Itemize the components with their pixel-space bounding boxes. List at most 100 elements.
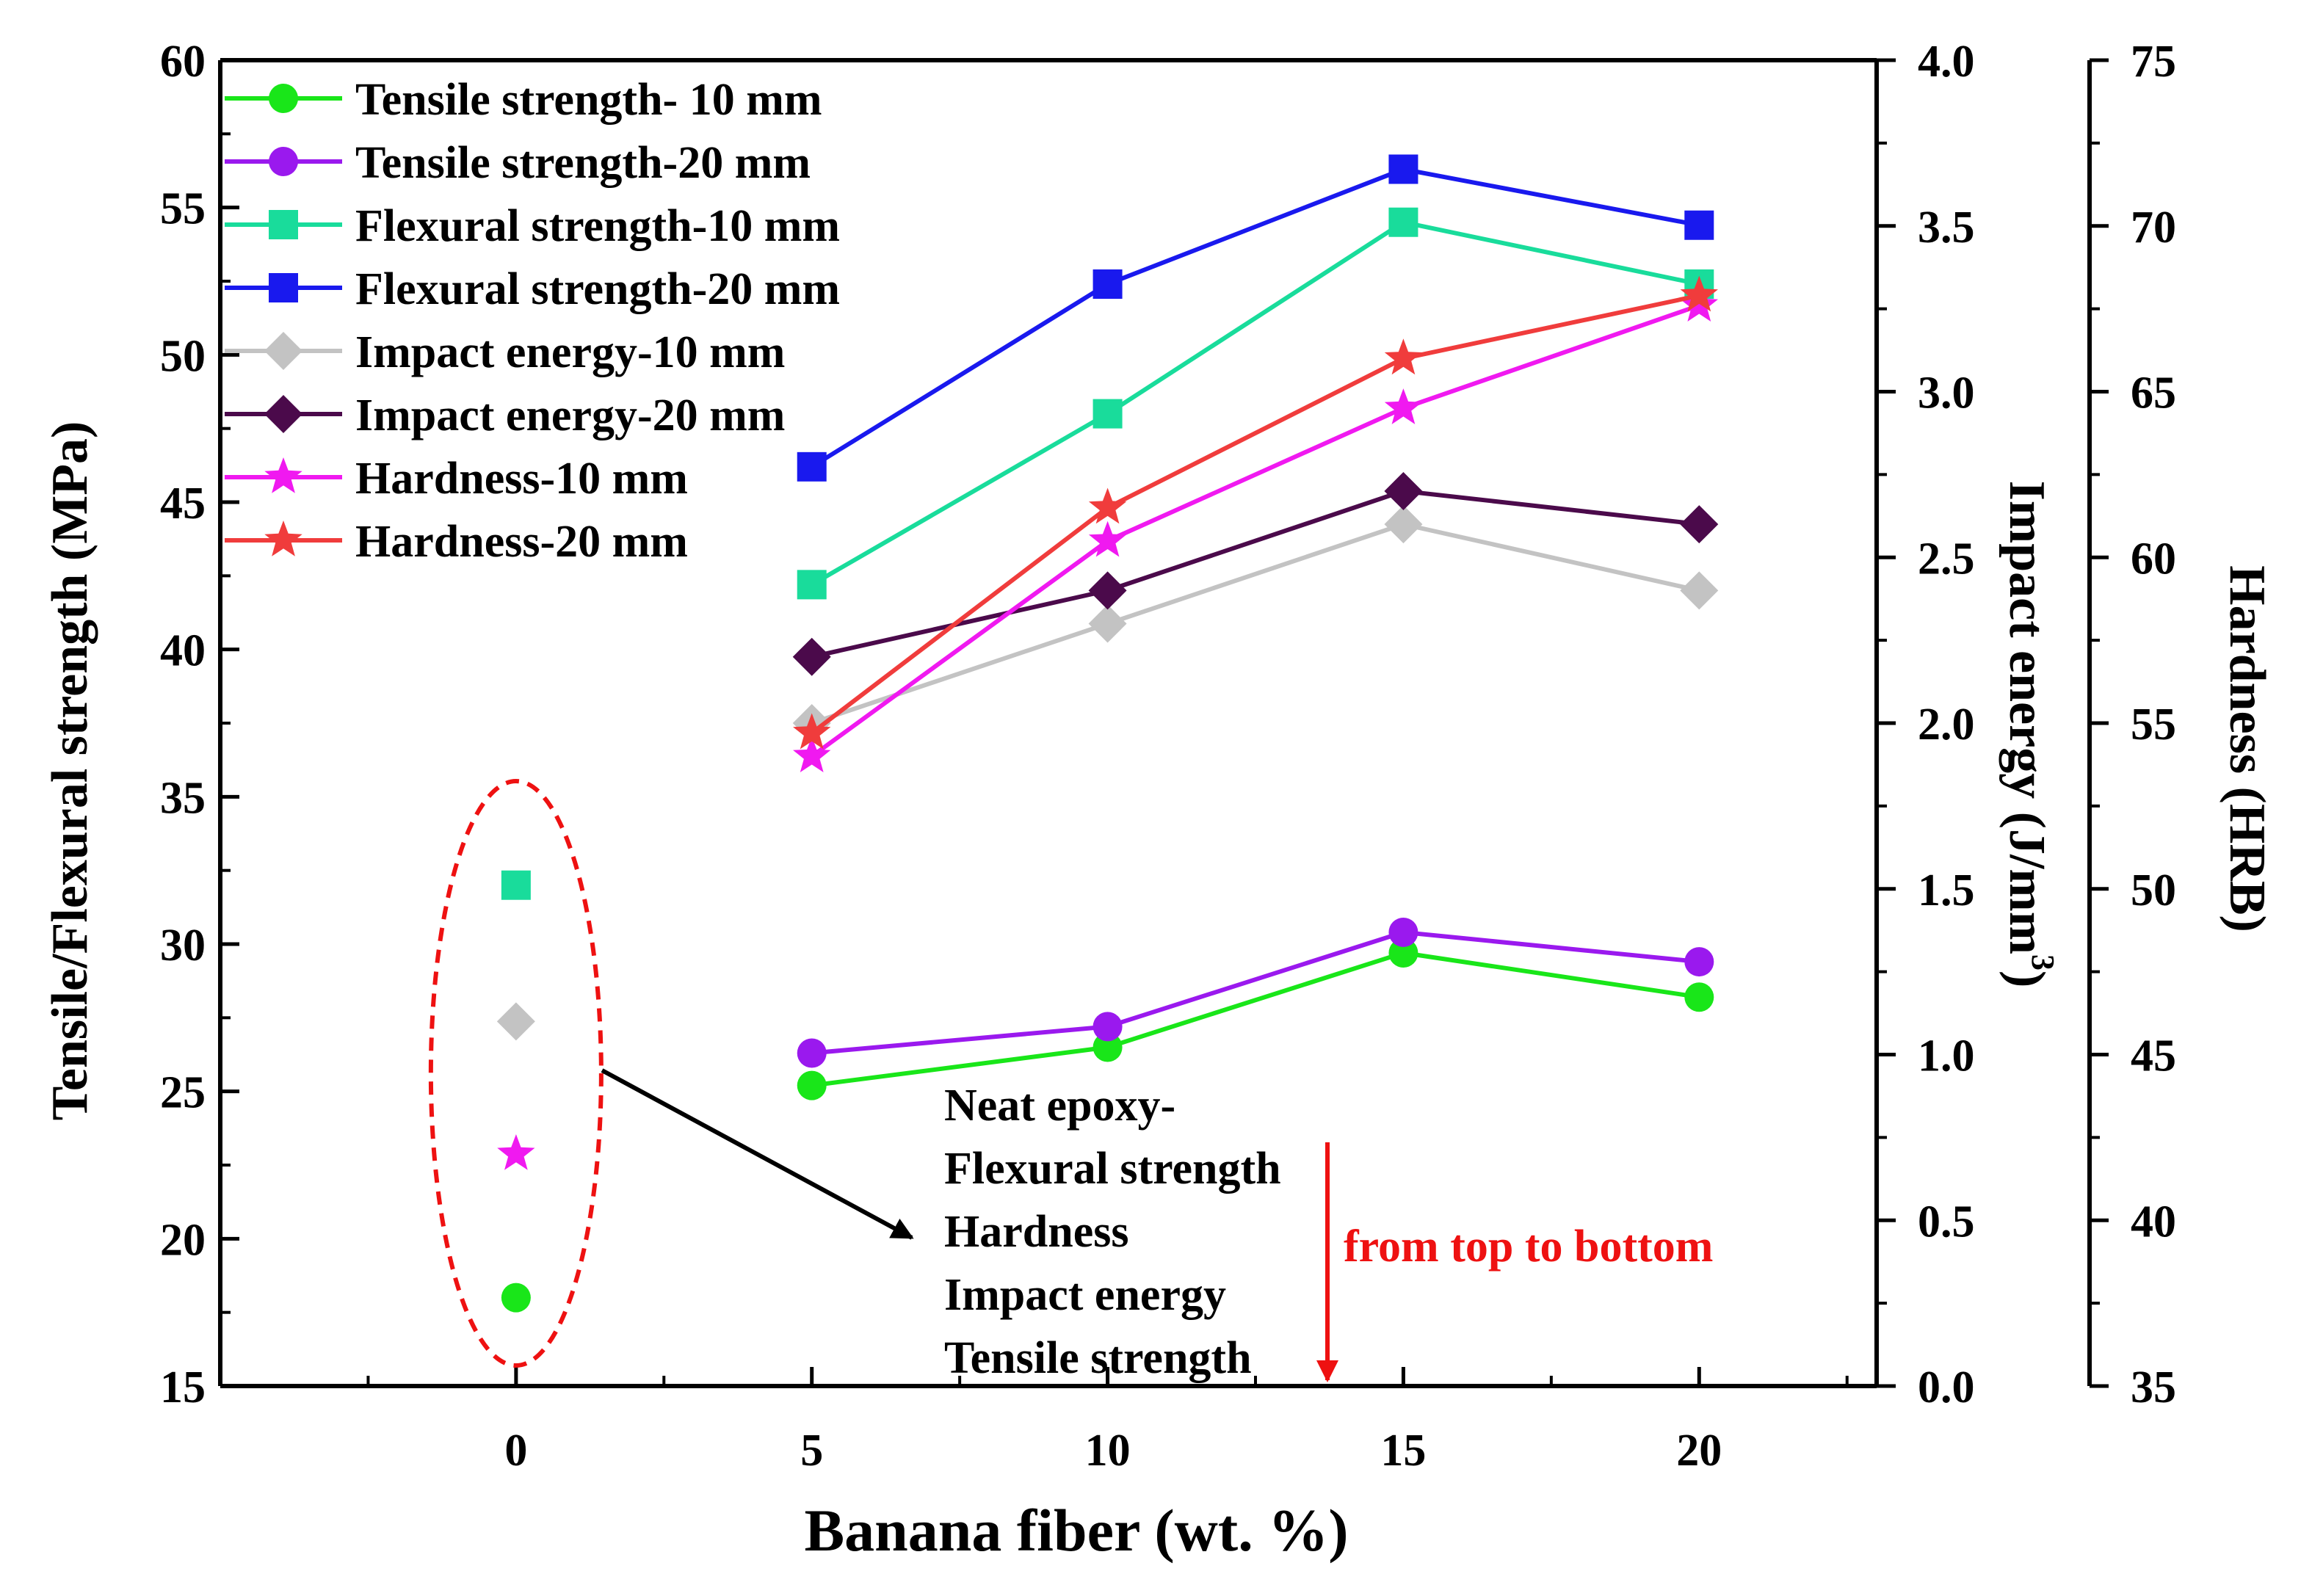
neat-epoxy-point [496,1002,535,1041]
series-0 [797,938,1714,1100]
x-tick-label: 20 [1676,1426,1722,1476]
x-tick-label: 15 [1380,1426,1426,1476]
left-tick-label: 20 [160,1215,206,1265]
data-point [797,1070,827,1100]
data-point [1388,207,1418,237]
data-point [1388,917,1418,947]
data-point [1384,388,1423,424]
legend-marker [269,84,298,113]
series-line [811,950,1700,1088]
left-tick-label: 45 [160,479,206,529]
data-point [792,637,831,676]
left-tick-label: 60 [160,37,206,87]
data-point [1384,505,1423,544]
neat-epoxy-point [501,1283,531,1313]
legend-label: Hardness-20 mm [355,517,688,567]
impact-axis-label-main: Impact energy (J/mm [1999,481,2055,954]
data-point [793,736,831,772]
data-point [1092,399,1123,429]
series-line [811,521,1700,725]
hardness-tick-label: 75 [2131,37,2176,87]
annotation-line: Neat epoxy- [944,1081,1175,1131]
annotation-line: Tensile strength [944,1333,1252,1383]
data-point [1088,487,1127,524]
left-tick-label: 55 [160,184,206,234]
data-point [1684,982,1714,1012]
impact-tick-label: 3.0 [1918,369,1975,418]
annotation-line: Hardness [944,1207,1128,1257]
data-point [797,1038,827,1068]
impact-axis-label: Impact energy (J/mm3) [1999,481,2061,988]
left-axis-label: Tensile/Flexural strength (MPa) [42,421,98,1121]
data-point [1384,338,1423,375]
neat-epoxy-point [497,1134,535,1170]
impact-tick-label: 0.0 [1918,1363,1975,1412]
annotation-line: Impact energy [944,1270,1226,1320]
series-6 [793,286,1718,772]
hardness-tick-label: 50 [2131,866,2176,915]
annotation-arrow [601,1068,914,1240]
series-line [811,488,1700,659]
x-axis-label: Banana fiber (wt. %) [804,1497,1348,1564]
data-point [1092,1032,1123,1062]
series-line [811,929,1700,1056]
data-point [1684,210,1714,240]
data-point [1088,520,1127,557]
neat-epoxy-ellipse [428,779,604,1368]
legend-marker [269,210,298,239]
data-point [1680,505,1719,544]
hardness-axis-label: Hardness (HRB) [2219,565,2275,932]
x-tick-label: 0 [504,1426,527,1476]
annotation-group: Neat epoxy- Flexural strength Hardness Impa… [601,1068,1713,1383]
legend-marker [264,520,302,556]
hardness-tick-label: 35 [2131,1363,2176,1412]
series-3 [797,154,1714,482]
data-point [1384,471,1423,510]
legend-label: Tensile strength- 10 mm [355,75,822,125]
neat-epoxy-point [501,870,531,900]
left-tick-label: 50 [160,331,206,381]
legend-marker [264,332,302,370]
left-tick-label: 30 [160,921,206,971]
legend-label: Impact energy-20 mm [355,391,785,440]
data-point [797,451,827,482]
impact-tick-label: 0.5 [1918,1197,1975,1247]
hardness-tick-label: 40 [2131,1197,2176,1247]
impact-tick-label: 1.0 [1918,1031,1975,1081]
legend-label: Flexural strength-10 mm [355,201,840,251]
series-1 [797,917,1714,1068]
series-group [792,154,1719,1100]
data-point [1092,269,1123,300]
data-point [797,570,827,600]
impact-tick-label: 2.5 [1918,534,1975,584]
data-point [1092,1012,1123,1042]
data-point [1680,275,1718,312]
series-line [810,303,1700,758]
legend-marker [264,395,302,433]
legend-marker [269,147,298,176]
legend-marker [264,457,302,493]
hardness-tick-label: 65 [2131,369,2176,418]
legend-marker [269,273,298,302]
impact-axis-label-sup: 3 [2025,954,2061,971]
data-point [1684,947,1714,977]
data-point [1680,571,1719,610]
hardness-tick-label: 55 [2131,700,2176,750]
x-tick-label: 10 [1085,1426,1131,1476]
left-tick-label: 15 [160,1363,206,1412]
annotation-line: Flexural strength [944,1144,1281,1194]
series-line [810,293,1700,735]
legend-label: Impact energy-10 mm [355,327,785,377]
series-line [811,220,1700,587]
left-tick-label: 40 [160,626,206,676]
impact-tick-label: 4.0 [1918,37,1975,87]
neat-epoxy-group [428,779,604,1368]
data-point [1388,154,1418,184]
x-tick-label: 5 [800,1426,823,1476]
series-5 [792,471,1719,676]
series-7 [793,275,1718,750]
hardness-tick-label: 45 [2131,1031,2176,1081]
data-point [1088,571,1127,610]
order-note: from top to bottom [1344,1222,1713,1272]
impact-axis-label-close: ) [1999,971,2055,987]
